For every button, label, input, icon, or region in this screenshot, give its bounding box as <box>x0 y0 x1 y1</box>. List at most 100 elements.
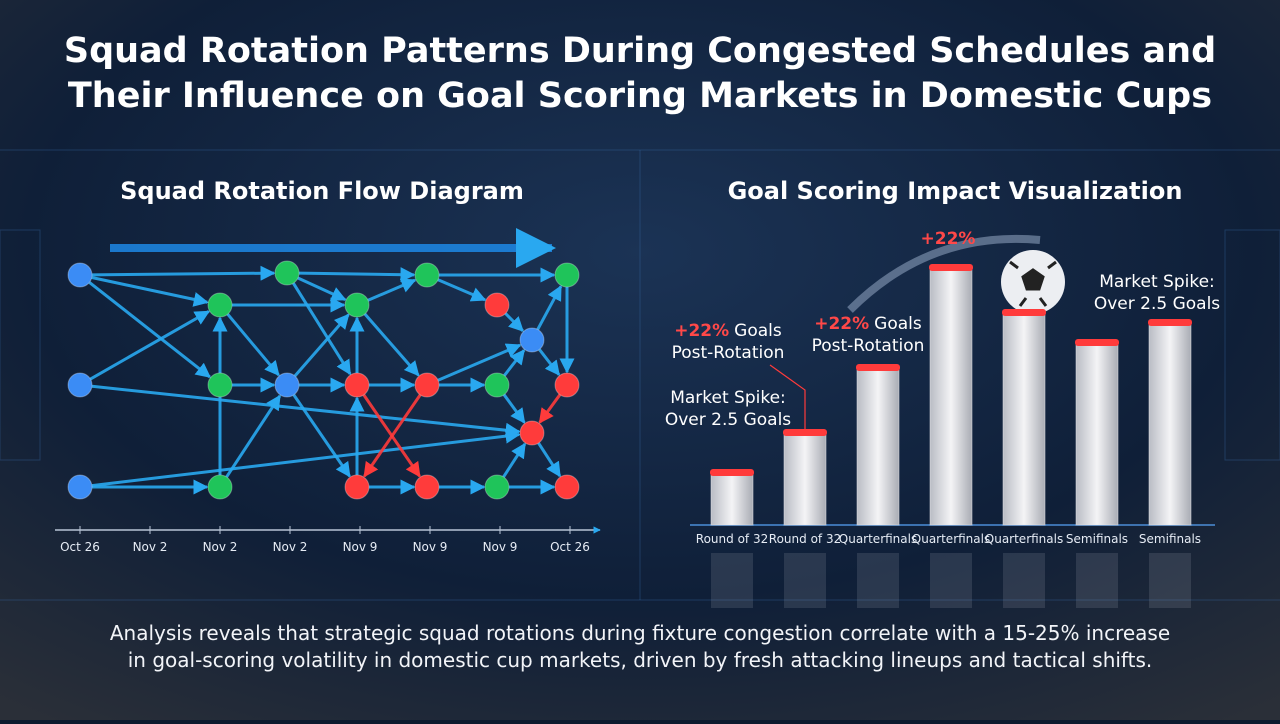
timeline-label: Nov 9 <box>413 540 448 554</box>
flow-arrow <box>297 276 347 301</box>
bar-cap <box>783 429 827 436</box>
flow-node <box>67 372 93 398</box>
timeline-label: Nov 9 <box>483 540 518 554</box>
flow-arrow <box>363 394 422 478</box>
field-lines <box>0 149 1280 601</box>
flow-node <box>67 262 93 288</box>
flow-arrow <box>88 281 211 379</box>
flow-node <box>207 474 233 500</box>
timeline-label: Nov 9 <box>343 540 378 554</box>
bar-reflection <box>784 553 826 608</box>
bar-cap <box>710 469 754 476</box>
flow-node <box>484 292 510 318</box>
annotation-highlight: +22% <box>814 314 869 334</box>
x-category-label: Round of 32 <box>769 532 841 546</box>
flow-node <box>554 372 580 398</box>
flow-arrow <box>91 428 521 488</box>
flow-arrow <box>363 313 420 377</box>
title-line: Squad Rotation Patterns During Congested… <box>64 31 1216 71</box>
flow-node <box>554 474 580 500</box>
annotation: Over 2.5 Goals <box>1094 294 1220 314</box>
flow-arrow <box>298 267 416 283</box>
flow-node <box>554 262 580 288</box>
flow-arrow <box>538 393 562 424</box>
flow-arrow <box>225 394 282 478</box>
bar <box>1002 314 1046 526</box>
annotation: Post-Rotation <box>672 343 785 363</box>
flow-arrow <box>537 442 562 478</box>
flow-node <box>207 292 233 318</box>
flow-node <box>519 327 545 353</box>
flow-node <box>274 260 300 286</box>
x-category-label: Quarterfinals <box>912 532 990 546</box>
bar <box>856 369 900 526</box>
flow-arrow <box>292 282 352 376</box>
bar <box>1148 324 1192 526</box>
bar <box>929 269 973 526</box>
bar-reflection <box>1076 553 1118 608</box>
annotation-text: Goals <box>874 314 922 334</box>
flow-arrow <box>89 310 211 381</box>
flow-node <box>519 420 545 446</box>
footer-line: Analysis reveals that strategic squad ro… <box>110 621 1170 645</box>
flow-node <box>67 474 93 500</box>
flow-arrow <box>504 312 524 332</box>
flow-node <box>274 372 300 398</box>
section-title: Goal Scoring Impact Visualization <box>728 177 1183 205</box>
bar <box>783 434 827 526</box>
x-category-label: Round of 32 <box>696 532 768 546</box>
x-category-label: Quarterfinals <box>985 532 1063 546</box>
annotation: Market Spike: <box>670 388 786 408</box>
flow-arrow <box>367 278 417 302</box>
flow-arrow <box>226 313 280 377</box>
annotation: Post-Rotation <box>812 336 925 356</box>
flow-arrow <box>91 384 521 438</box>
x-category-label: Semifinals <box>1066 532 1128 546</box>
flow-node <box>344 292 370 318</box>
flow-node <box>344 474 370 500</box>
flow-arrow <box>536 285 563 331</box>
flow-node <box>207 372 233 398</box>
footer-line: in goal-scoring volatility in domestic c… <box>128 648 1152 672</box>
annotation: +22% Goals <box>674 321 782 341</box>
flow-arrow <box>293 313 350 377</box>
x-category-label: Semifinals <box>1139 532 1201 546</box>
flow-arrow <box>91 276 209 307</box>
bar-cap <box>1002 309 1046 316</box>
bar-reflection <box>1003 553 1045 608</box>
timeline-label: Nov 2 <box>203 540 238 554</box>
timeline-label: Oct 26 <box>60 540 100 554</box>
flow-arrow <box>503 349 526 377</box>
flow-node <box>414 372 440 398</box>
flow-node <box>484 474 510 500</box>
timeline-label: Nov 2 <box>273 540 308 554</box>
bar-reflection <box>711 553 753 608</box>
annotation: +22% <box>921 229 976 249</box>
flow-arrow <box>437 278 487 302</box>
soccer-ball <box>847 234 1065 314</box>
bar-cap <box>1075 339 1119 346</box>
bar <box>710 474 754 526</box>
annotation-highlight: +22% <box>674 321 729 341</box>
annotation: Market Spike: <box>1099 272 1215 292</box>
section-title: Squad Rotation Flow Diagram <box>120 177 524 205</box>
bar-cap <box>1148 319 1192 326</box>
flow-arrow <box>538 348 561 376</box>
bar-reflection <box>930 553 972 608</box>
x-category-label: Quarterfinals <box>839 532 917 546</box>
timeline-label: Oct 26 <box>550 540 590 554</box>
annotation: Over 2.5 Goals <box>665 410 791 430</box>
flow-arrow <box>502 393 526 424</box>
bar-cap <box>929 264 973 271</box>
bar <box>1075 344 1119 526</box>
flow-arrow <box>437 343 522 382</box>
title-line: Their Influence on Goal Scoring Markets … <box>68 76 1212 116</box>
flow-node <box>414 262 440 288</box>
bar-reflection <box>1149 553 1191 608</box>
flow-node <box>344 372 370 398</box>
flow-node <box>484 372 510 398</box>
timeline-label: Nov 2 <box>133 540 168 554</box>
annotation-text: Goals <box>734 321 782 341</box>
